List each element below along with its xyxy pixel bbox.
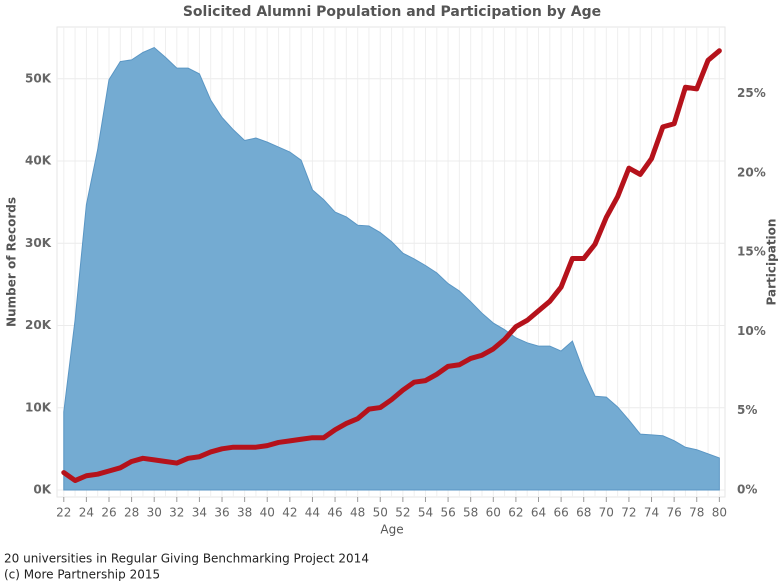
x-tick-label: 66 (553, 506, 568, 520)
y2-tick-label: 5% (737, 403, 757, 417)
y2-axis-title: Participation (765, 219, 779, 306)
x-tick-label: 40 (260, 506, 275, 520)
x-tick-label: 36 (214, 506, 229, 520)
x-tick-label: 28 (124, 506, 139, 520)
x-tick-label: 60 (486, 506, 501, 520)
y-axis-title: Number of Records (5, 197, 19, 327)
x-tick-label: 34 (192, 506, 207, 520)
x-tick-label: 70 (599, 506, 614, 520)
x-tick-label: 30 (147, 506, 162, 520)
x-tick-label: 46 (327, 506, 342, 520)
x-tick-label: 74 (644, 506, 659, 520)
footnote: 20 universities in Regular Giving Benchm… (4, 552, 369, 566)
x-tick-label: 76 (666, 506, 681, 520)
x-tick-label: 22 (56, 506, 71, 520)
y2-tick-label: 20% (737, 165, 766, 179)
x-tick-label: 58 (463, 506, 478, 520)
y2-tick-label: 15% (737, 245, 766, 259)
x-tick-label: 26 (101, 506, 116, 520)
x-axis-title: Age (380, 523, 403, 537)
y-tick-label: 0K (33, 483, 51, 497)
chart-title: Solicited Alumni Population and Particip… (183, 4, 601, 20)
x-tick-label: 72 (621, 506, 636, 520)
y2-tick-label: 0% (737, 483, 757, 497)
footnote: (c) More Partnership 2015 (4, 568, 160, 582)
x-tick-label: 78 (689, 506, 704, 520)
x-tick-label: 68 (576, 506, 591, 520)
x-tick-label: 44 (305, 506, 320, 520)
x-tick-label: 62 (508, 506, 523, 520)
y-tick-label: 40K (25, 154, 52, 168)
y2-tick-label: 25% (737, 86, 766, 100)
y-tick-label: 10K (25, 400, 52, 414)
area (63, 46, 720, 491)
x-tick-label: 24 (79, 506, 94, 520)
y-tick-label: 30K (25, 236, 52, 250)
x-tick-label: 48 (350, 506, 365, 520)
x-tick-label: 54 (418, 506, 433, 520)
y-tick-label: 50K (25, 71, 52, 85)
line (61, 48, 722, 484)
x-tick-label: 38 (237, 506, 252, 520)
x-tick-label: 56 (440, 506, 455, 520)
y-tick-label: 20K (25, 318, 52, 332)
x-tick-label: 32 (169, 506, 184, 520)
x-tick-label: 80 (712, 506, 727, 520)
x-tick-label: 52 (395, 506, 410, 520)
y2-tick-label: 10% (737, 324, 766, 338)
x-tick-label: 50 (373, 506, 388, 520)
x-tick-label: 64 (531, 506, 546, 520)
x-tick-label: 42 (282, 506, 297, 520)
